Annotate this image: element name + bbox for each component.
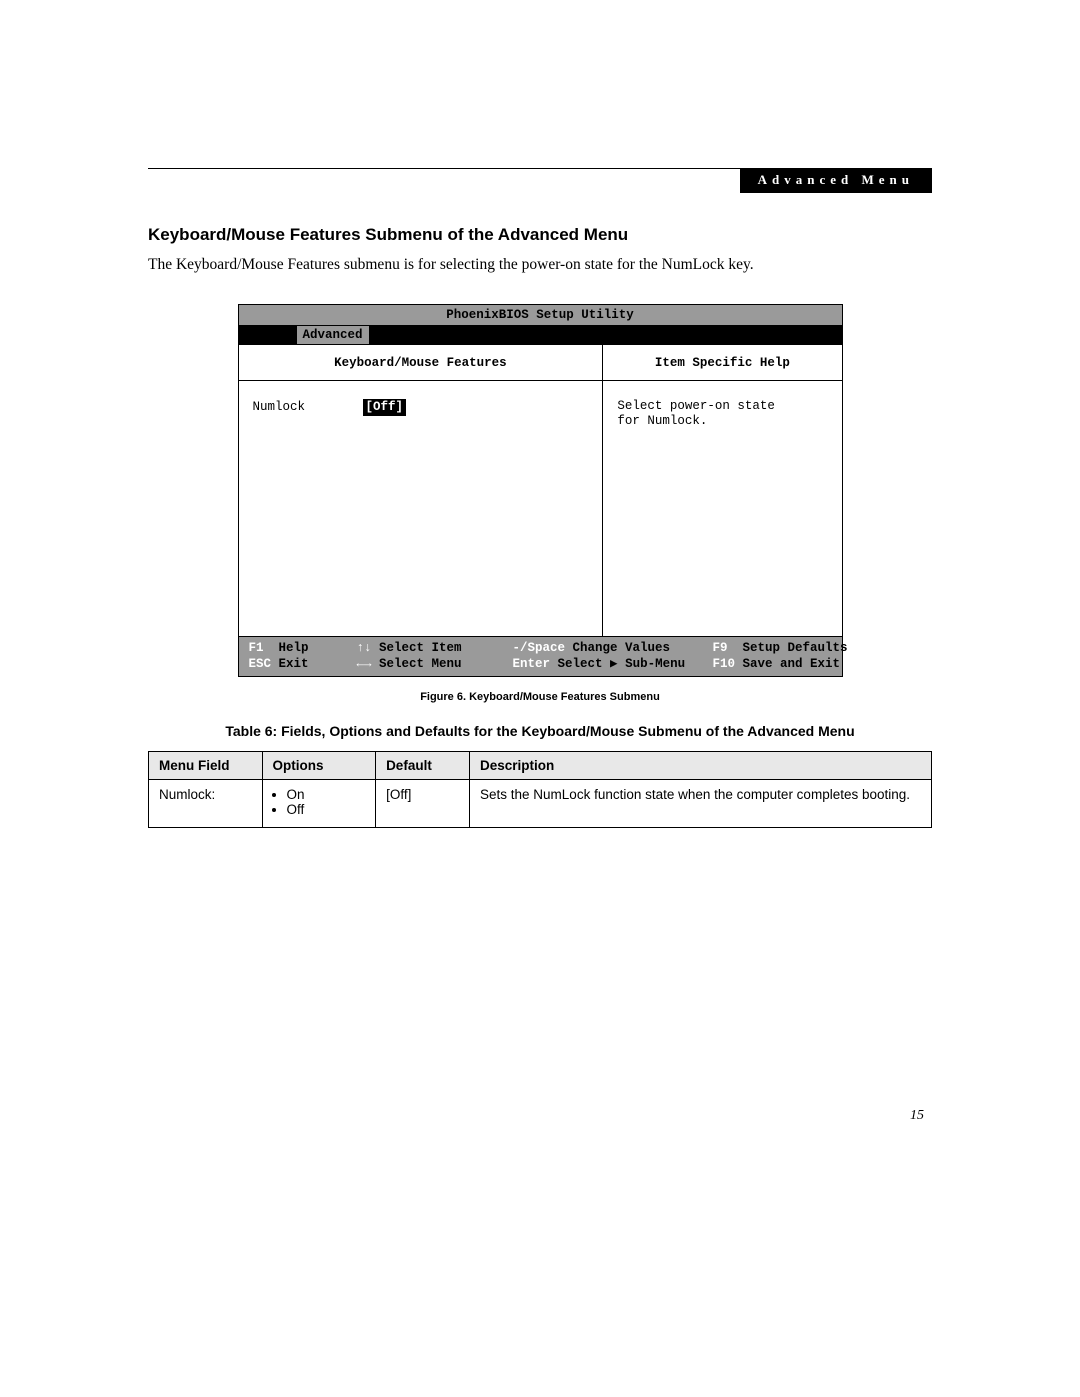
f10-label: Save and Exit <box>743 657 841 671</box>
header-rule: Advanced Menu <box>148 168 932 169</box>
f1-label: Help <box>279 641 309 655</box>
bios-help-line2: for Numlock. <box>617 414 829 428</box>
updown-label: Select Item <box>379 641 462 655</box>
header-section-text: Advanced Menu <box>758 172 914 187</box>
bios-help-line1: Select power-on state <box>617 399 829 413</box>
bios-right-panel: Item Specific Help Select power-on state… <box>603 345 841 636</box>
td-description: Sets the NumLock function state when the… <box>470 779 932 827</box>
updown-key: ↑↓ <box>357 641 372 655</box>
th-default: Default <box>376 751 470 779</box>
table-title: Table 6: Fields, Options and Defaults fo… <box>148 723 932 739</box>
bios-screenshot: PhoenixBIOS Setup Utility Advanced Keybo… <box>238 304 843 677</box>
th-menu: Menu Field <box>149 751 263 779</box>
esc-key: ESC <box>249 657 272 671</box>
bios-titlebar: PhoenixBIOS Setup Utility <box>239 305 842 326</box>
td-menu: Numlock: <box>149 779 263 827</box>
space-label: Change Values <box>573 641 671 655</box>
table-header-row: Menu Field Options Default Description <box>149 751 932 779</box>
f9-label: Setup Defaults <box>743 641 848 655</box>
bios-footer-row1: F1 Help ↑↓ Select Item -/Space Change Va… <box>249 641 832 657</box>
lr-key: ←→ <box>357 657 372 671</box>
td-default: [Off] <box>376 779 470 827</box>
page-number: 15 <box>148 1108 932 1124</box>
bios-field-label: Numlock <box>253 400 363 414</box>
options-table: Menu Field Options Default Description N… <box>148 751 932 828</box>
figure-caption: Figure 6. Keyboard/Mouse Features Submen… <box>148 691 932 703</box>
esc-label: Exit <box>279 657 309 671</box>
th-description: Description <box>470 751 932 779</box>
bios-right-title: Item Specific Help <box>603 345 841 381</box>
th-options: Options <box>262 751 376 779</box>
lr-label: Select Menu <box>379 657 462 671</box>
section-title: Keyboard/Mouse Features Submenu of the A… <box>148 225 932 245</box>
f10-key: F10 <box>713 657 736 671</box>
header-section-label: Advanced Menu <box>740 168 932 193</box>
intro-paragraph: The Keyboard/Mouse Features submenu is f… <box>148 255 932 276</box>
bios-footer-row2: ESC Exit ←→ Select Menu Enter Select ▶ S… <box>249 657 832 673</box>
enter-key: Enter <box>513 657 551 671</box>
bios-footer: F1 Help ↑↓ Select Item -/Space Change Va… <box>239 636 842 675</box>
space-key: -/Space <box>513 641 566 655</box>
table-row: Numlock: On Off [Off] Sets the NumLock f… <box>149 779 932 827</box>
bios-field-value: [Off] <box>363 399 407 415</box>
bios-tab-advanced: Advanced <box>297 326 369 344</box>
opt-off: Off <box>287 802 366 817</box>
bios-menubar: Advanced <box>239 326 842 344</box>
bios-field-row: Numlock [Off] <box>253 399 589 415</box>
f1-key: F1 <box>249 641 264 655</box>
bios-left-panel: Keyboard/Mouse Features Numlock [Off] <box>239 345 604 636</box>
bios-body: Keyboard/Mouse Features Numlock [Off] It… <box>239 344 842 636</box>
enter-label: Select ▶ Sub-Menu <box>558 657 686 671</box>
td-options: On Off <box>262 779 376 827</box>
opt-on: On <box>287 787 366 802</box>
bios-left-title: Keyboard/Mouse Features <box>239 345 603 381</box>
f9-key: F9 <box>713 641 728 655</box>
